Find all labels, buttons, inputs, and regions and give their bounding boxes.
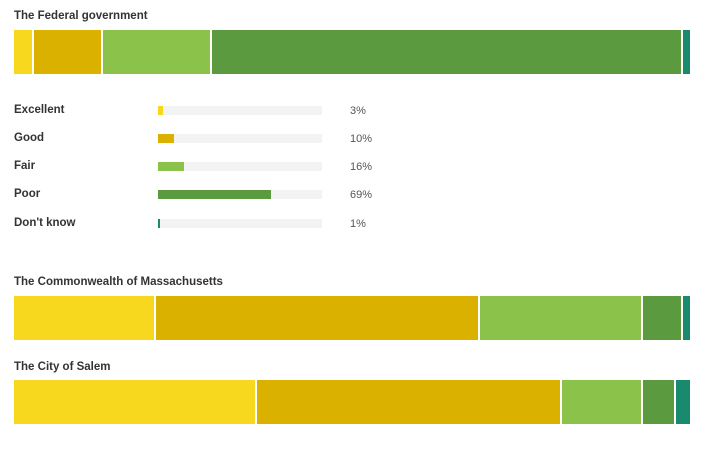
- legend-row: Poor 69%: [14, 185, 414, 205]
- bar-segment-excellent[interactable]: [14, 296, 156, 340]
- bar-segment-poor[interactable]: [212, 30, 684, 74]
- massachusetts-stacked-bar[interactable]: [14, 296, 690, 340]
- bar-segment-fair[interactable]: [480, 296, 643, 340]
- legend-label: Don't know: [14, 217, 76, 229]
- bar-segment-poor[interactable]: [642, 296, 684, 340]
- legend-row: Fair 16%: [14, 157, 414, 177]
- legend-row: Excellent 3%: [14, 101, 414, 121]
- bar-segment-good[interactable]: [257, 380, 562, 424]
- legend-label: Excellent: [14, 104, 65, 116]
- legend-value: 69%: [350, 189, 373, 201]
- legend-value: 1%: [350, 218, 366, 230]
- bar-segment-good[interactable]: [34, 30, 103, 74]
- legend-value: 3%: [350, 105, 366, 117]
- bar-segment-good[interactable]: [155, 296, 481, 340]
- legend-label: Good: [14, 132, 45, 144]
- legend-bar-track: [158, 134, 322, 143]
- bar-segment-excellent[interactable]: [14, 380, 258, 424]
- salem-stacked-bar[interactable]: [14, 380, 690, 424]
- bar-segment-don-t-know[interactable]: [683, 296, 690, 340]
- legend-value: 16%: [350, 161, 373, 173]
- bar-segment-fair[interactable]: [102, 30, 213, 74]
- bar-segment-excellent[interactable]: [14, 30, 35, 74]
- massachusetts-chart-title: The Commonwealth of Massachusetts: [14, 276, 223, 288]
- legend-bar-track: [158, 106, 322, 115]
- legend-bar-fill: [158, 134, 175, 143]
- legend-row: Don't know 1%: [14, 214, 414, 234]
- bar-segment-poor[interactable]: [642, 380, 677, 424]
- legend-value: 10%: [350, 133, 373, 145]
- salem-chart-title: The City of Salem: [14, 361, 111, 373]
- bar-segment-don-t-know[interactable]: [683, 30, 690, 74]
- federal-chart-title: The Federal government: [14, 10, 148, 22]
- legend-bar-fill: [158, 219, 160, 228]
- legend-bar-track: [158, 190, 322, 199]
- legend-label: Fair: [14, 160, 36, 172]
- legend-bar-fill: [158, 106, 163, 115]
- federal-stacked-bar[interactable]: [14, 30, 690, 74]
- legend-bar-fill: [158, 190, 272, 199]
- legend-row: Good 10%: [14, 129, 414, 149]
- bar-segment-don-t-know[interactable]: [676, 380, 690, 424]
- bar-segment-fair[interactable]: [561, 380, 643, 424]
- legend-label: Poor: [14, 188, 41, 200]
- legend-bar-track: [158, 162, 322, 171]
- legend-bar-fill: [158, 162, 185, 171]
- legend-bar-track: [158, 219, 322, 228]
